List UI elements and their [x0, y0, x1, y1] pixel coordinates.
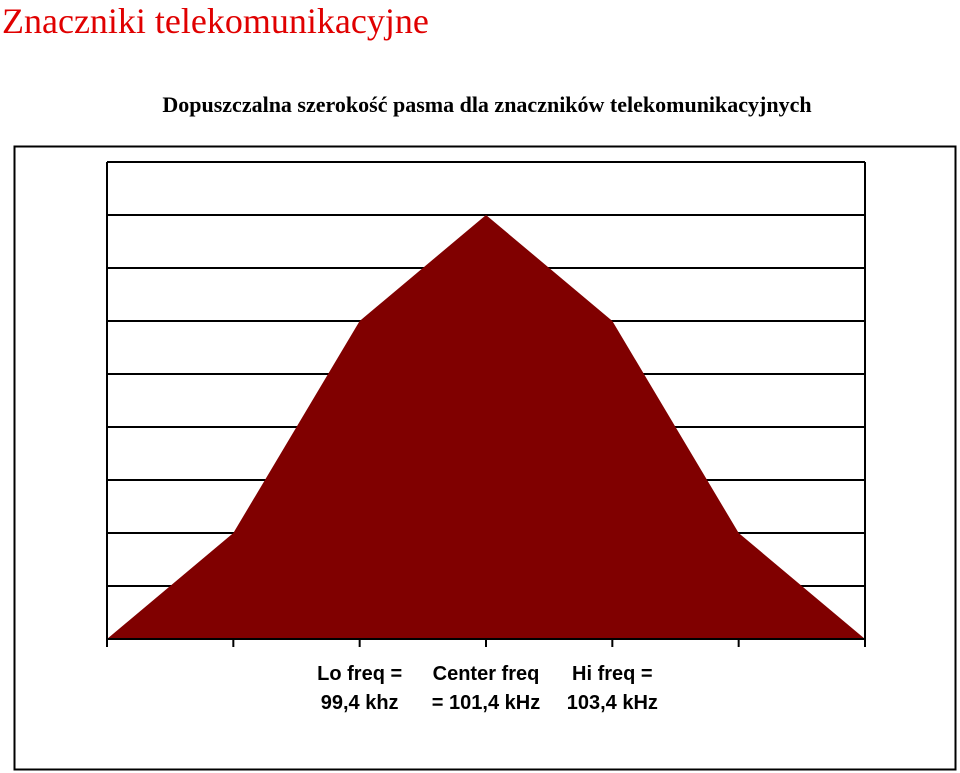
x-tick-label: Center freq = 101,4 kHz	[431, 663, 541, 714]
page-title: Znaczniki telekomunikacyjne	[2, 1, 429, 41]
area	[107, 215, 865, 639]
chart-title: Dopuszczalna szerokość pasma dla znaczni…	[162, 92, 812, 117]
chart-border	[13, 145, 957, 771]
x-tick-label: Hi freq = 103,4 kHz	[566, 663, 658, 714]
x-tick-label: Lo freq = 99,4 khz	[317, 663, 403, 714]
